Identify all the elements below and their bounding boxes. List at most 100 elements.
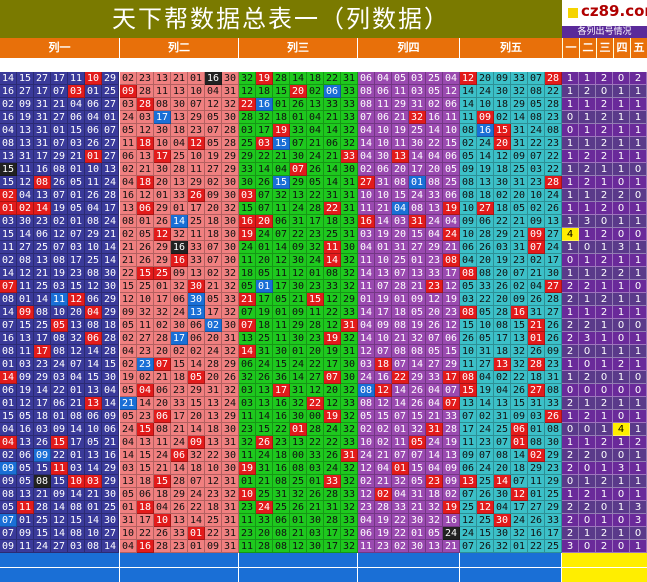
number-cell: 18 — [188, 462, 205, 475]
number-cell: 11 — [375, 98, 392, 111]
number-cell: 25 — [34, 241, 51, 254]
number-cell: 11 — [137, 319, 154, 332]
number-cell: 23 — [307, 228, 324, 241]
number-cell: 15 — [0, 176, 17, 189]
logo[interactable]: cz89.com — [562, 0, 647, 26]
number-cell: 03 — [307, 462, 324, 475]
count-cell: 1 — [613, 124, 630, 137]
number-cell: 06 — [102, 423, 119, 436]
number-cell: 24 — [188, 488, 205, 501]
number-cell: 15 — [137, 462, 154, 475]
number-cell: 13 — [17, 488, 34, 501]
number-cell: 08 — [273, 475, 290, 488]
number-cell: 07 — [154, 358, 171, 371]
number-cell: 08 — [528, 111, 545, 124]
number-cell: 07 — [392, 267, 409, 280]
number-cell: 10 — [460, 228, 477, 241]
number-cell: 17 — [324, 527, 341, 540]
count-cell: 1 — [562, 410, 579, 423]
number-cell: 01 — [256, 280, 273, 293]
number-cell: 08 — [494, 449, 511, 462]
number-cell: 04 — [460, 254, 477, 267]
number-cell: 31 — [341, 228, 358, 241]
number-cell: 30 — [545, 267, 562, 280]
logo-text: cz89.com — [581, 2, 647, 20]
number-cell: 28 — [392, 280, 409, 293]
number-cell: 26 — [545, 410, 562, 423]
count-cell: 1 — [579, 527, 596, 540]
count-cell: 2 — [596, 72, 613, 85]
number-cell: 13 — [85, 397, 102, 410]
number-cell: 32 — [341, 527, 358, 540]
number-cell: 27 — [528, 384, 545, 397]
number-cell: 03 — [239, 384, 256, 397]
number-cell: 04 — [137, 384, 154, 397]
number-cell: 24 — [120, 111, 137, 124]
number-cell: 05 — [205, 137, 222, 150]
number-cell: 20 — [290, 85, 307, 98]
number-cell: 01 — [154, 280, 171, 293]
number-cell: 28 — [324, 488, 341, 501]
number-cell: 21 — [443, 241, 460, 254]
number-cell: 28 — [528, 358, 545, 371]
number-cell: 28 — [34, 501, 51, 514]
number-cell: 09 — [171, 267, 188, 280]
number-cell: 20 — [494, 267, 511, 280]
number-cell: 13 — [154, 72, 171, 85]
number-cell: 15 — [477, 527, 494, 540]
number-cell: 21 — [307, 137, 324, 150]
count-cell: 0 — [562, 423, 579, 436]
number-cell: 31 — [341, 176, 358, 189]
number-cell: 17 — [102, 202, 119, 215]
number-cell: 06 — [460, 241, 477, 254]
number-cell: 15 — [494, 124, 511, 137]
number-cell: 26 — [290, 501, 307, 514]
number-cell: 21 — [392, 332, 409, 345]
number-cell: 18 — [494, 345, 511, 358]
footer-blank-row — [239, 553, 357, 567]
count-cell: 1 — [613, 436, 630, 449]
number-cell: 11 — [188, 163, 205, 176]
number-cell: 12 — [426, 293, 443, 306]
number-cell: 06 — [273, 514, 290, 527]
number-cell: 16 — [443, 514, 460, 527]
number-cell: 18 — [137, 176, 154, 189]
number-cell: 05 — [205, 293, 222, 306]
number-cell: 09 — [443, 462, 460, 475]
number-cell: 30 — [494, 85, 511, 98]
count-cell: 1 — [562, 267, 579, 280]
footer-blank-row — [460, 568, 561, 582]
number-cell: 32 — [290, 488, 307, 501]
number-cell: 09 — [120, 306, 137, 319]
number-cell: 01 — [85, 150, 102, 163]
number-cell: 30 — [409, 540, 426, 553]
number-cell: 31 — [17, 150, 34, 163]
number-cell: 14 — [188, 514, 205, 527]
number-cell: 16 — [239, 215, 256, 228]
number-cell: 28 — [307, 423, 324, 436]
number-cell: 12 — [85, 280, 102, 293]
number-cell: 12 — [51, 228, 68, 241]
number-cell: 14 — [290, 72, 307, 85]
number-cell: 11 — [273, 319, 290, 332]
count-cell: 1 — [579, 137, 596, 150]
number-cell: 04 — [392, 202, 409, 215]
number-cell: 28 — [545, 72, 562, 85]
count-cell: 0 — [579, 358, 596, 371]
count-cell: 2 — [562, 332, 579, 345]
number-cell: 33 — [256, 514, 273, 527]
number-cell: 16 — [171, 241, 188, 254]
number-cell: 04 — [68, 98, 85, 111]
number-cell: 21 — [324, 150, 341, 163]
number-cell: 09 — [17, 98, 34, 111]
number-cell: 07 — [460, 410, 477, 423]
number-cell: 24 — [409, 189, 426, 202]
number-cell: 07 — [68, 228, 85, 241]
number-cell: 02 — [17, 202, 34, 215]
number-cell: 02 — [494, 371, 511, 384]
count-column-header-4: 四 — [613, 38, 630, 58]
count-cell: 2 — [613, 358, 630, 371]
number-cell: 12 — [154, 228, 171, 241]
count-cell: 2 — [562, 527, 579, 540]
number-cell: 01 — [85, 501, 102, 514]
